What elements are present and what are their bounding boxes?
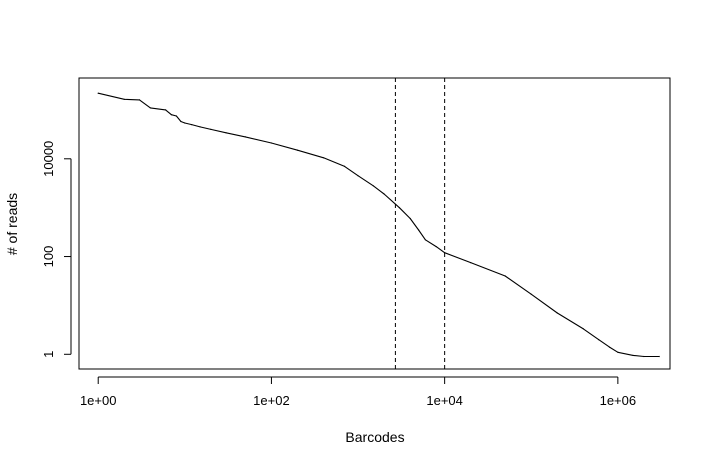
x-axis: 1e+00 1e+02 1e+04 1e+06 [80,376,637,408]
data-point [424,239,426,241]
data-point [470,262,472,264]
data-point [123,98,125,100]
data-point [582,328,585,330]
data-point [199,126,201,128]
data-point [184,122,186,124]
data-point [138,99,141,101]
data-point [598,339,600,341]
data-point [643,355,645,358]
data-point [398,207,400,209]
data-point [165,109,167,111]
data-point [270,142,272,144]
data-point [383,193,385,195]
data-point [617,351,619,353]
data-point [608,346,611,348]
data-point [409,217,411,220]
data-point [556,312,558,314]
data-point [435,246,437,248]
data-point [323,157,325,159]
data-point [210,128,212,130]
y-axis-label: # of reads [4,193,20,255]
data-point [444,252,446,254]
y-axis: 1 100 10000 [41,141,72,358]
x-tick-label: 1e+04 [426,393,463,408]
y-tick-label: 10000 [41,141,56,177]
y-tick-label: 100 [41,246,56,268]
data-point [372,185,374,187]
data-point [632,354,634,356]
series-line [98,92,660,358]
data-point [225,132,227,134]
data-point [170,114,172,116]
data-point [149,107,151,109]
data-point [191,124,193,126]
data-point [530,293,532,295]
data-point [97,92,99,94]
data-point [357,175,359,177]
plot-frame [78,77,671,370]
x-tick-label: 1e+02 [253,393,290,408]
data-point [418,229,420,231]
data-point [658,355,660,358]
data-point [244,136,246,138]
data-point [344,165,346,167]
data-point [504,275,506,277]
data-point [180,120,182,123]
y-tick-label: 1 [41,351,56,358]
data-point [296,149,299,151]
data-point [175,115,177,117]
x-tick-label: 1e+00 [80,393,117,408]
x-tick-label: 1e+06 [600,393,637,408]
plot-area [97,78,660,369]
x-axis-label: Barcodes [345,429,404,445]
